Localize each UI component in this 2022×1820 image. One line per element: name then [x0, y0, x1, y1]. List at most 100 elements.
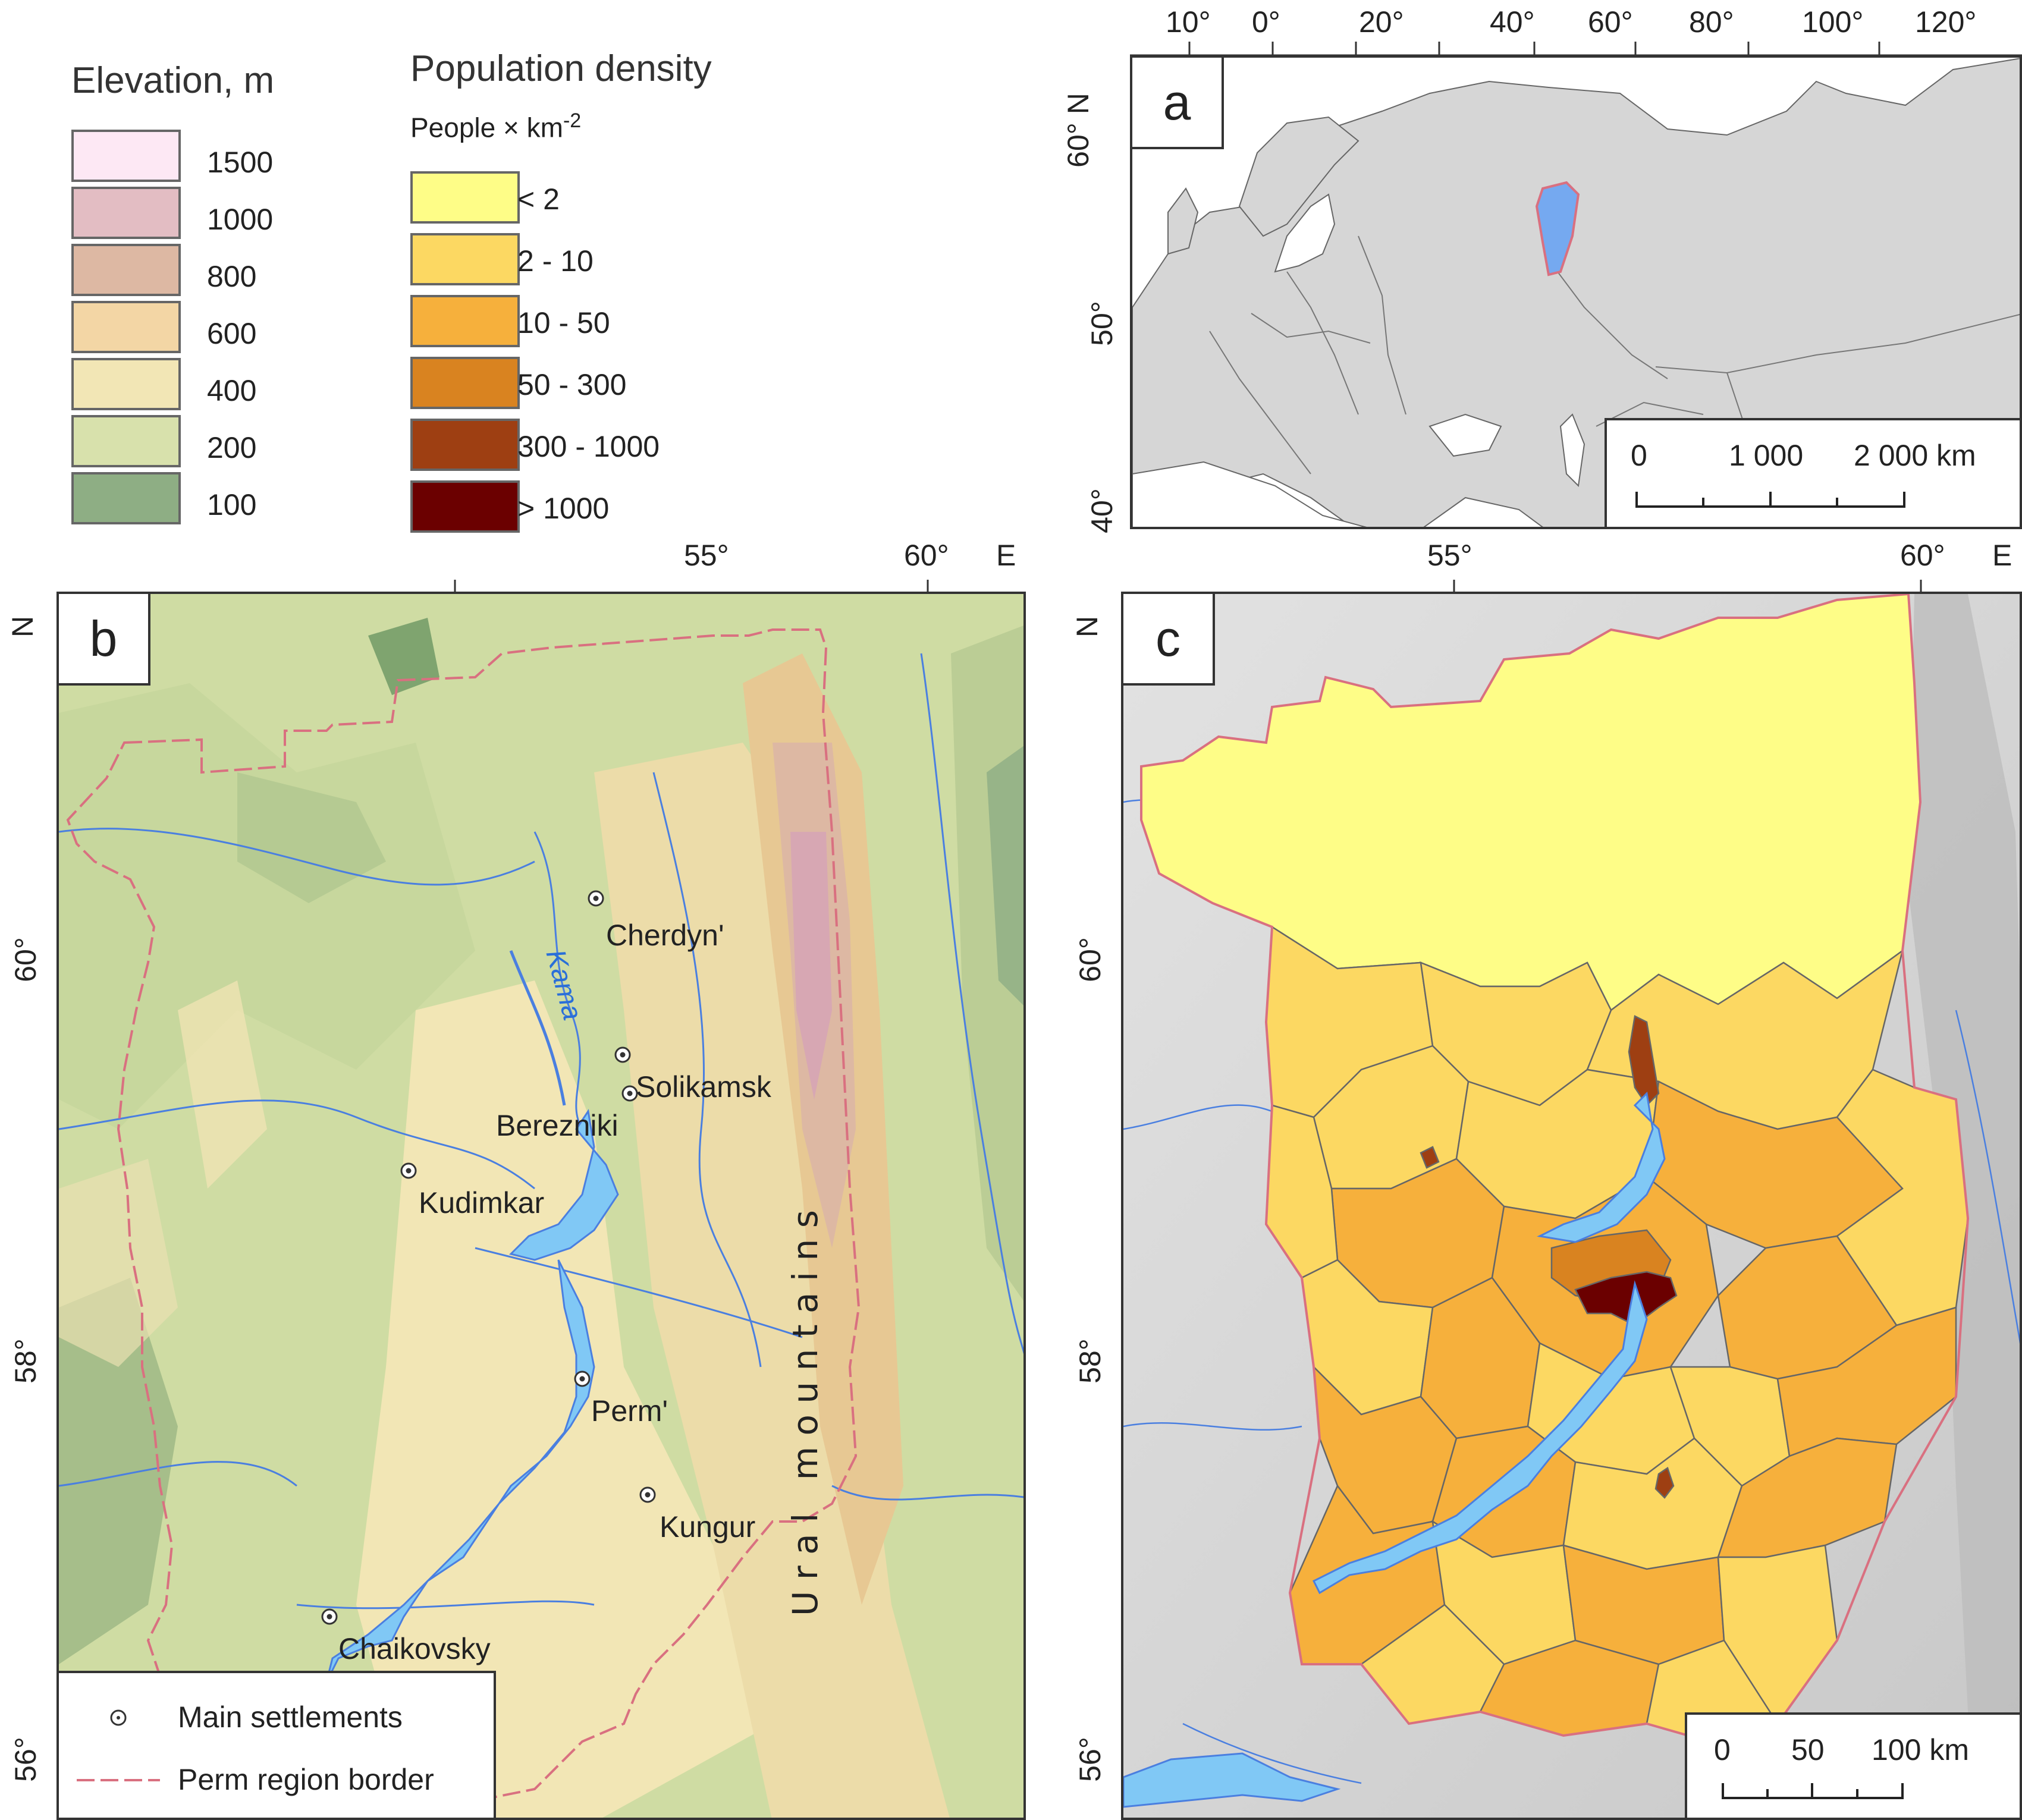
- scale-label: 2 000 km: [1854, 439, 1976, 472]
- panel-b-tick-60: 60°: [904, 539, 949, 572]
- panel-b-top-axis: 55° 60° E: [56, 538, 1026, 595]
- scale-bar-graphic: [1722, 1783, 1904, 1799]
- panel-a-scalebar: 0 1 000 2 000 km: [1605, 418, 2020, 527]
- elevation-label: 1500: [207, 146, 274, 179]
- panel-a-top-axis: 10° 0° 20° 40° 60° 80° 100° 120°: [1130, 0, 2022, 56]
- density-legend-items: < 2 2 - 10 10 - 50 50 - 300 300 - 1000 >…: [410, 171, 827, 534]
- city-kudimkar: Kudimkar: [419, 1186, 545, 1219]
- density-swatch-2-10: [410, 233, 520, 285]
- elevation-layers: [59, 594, 1023, 1818]
- elevation-swatch-100: [71, 472, 181, 524]
- panel-b-legend: Main settlements Perm region border: [59, 1671, 496, 1818]
- panel-c-letter: c: [1123, 594, 1215, 686]
- panel-c-lat-60: 60°: [1073, 937, 1107, 982]
- elevation-label: 200: [207, 431, 257, 464]
- elevation-legend: Elevation, m 1500 1000 800 600 400 200 1…: [71, 59, 339, 535]
- panel-a-tick: 80°: [1689, 5, 1734, 39]
- elevation-label: 1000: [207, 203, 274, 236]
- panel-a-tick: 60°: [1588, 5, 1633, 39]
- mountain-label: U r a l m o u n t a i n s: [785, 1210, 825, 1616]
- elevation-label: 100: [207, 488, 257, 521]
- panel-b-legend-symbols: [77, 1709, 160, 1781]
- panel-c-tick-60: 60°: [1900, 539, 1945, 572]
- scale-label: 1 000: [1729, 439, 1804, 472]
- kama-upper: [509, 950, 566, 1106]
- region-small-town: [1420, 1146, 1440, 1169]
- panel-c-lat-56: 56°: [1073, 1737, 1107, 1782]
- panel-b-left-axis: N 60° 58° 56°: [0, 592, 56, 1820]
- city-berezniki: Berezniki: [496, 1109, 618, 1142]
- elevation-swatch-1500: [71, 130, 181, 182]
- elevation-label: 600: [207, 317, 257, 350]
- panel-b-ticks: [454, 580, 929, 595]
- europe-asia-overview-map: [1132, 58, 2020, 527]
- perm-region-outline-c: [1140, 594, 1970, 1749]
- panel-b-lat-60: 60°: [8, 937, 42, 982]
- density-swatch-300-1000: [410, 419, 520, 471]
- mediterranean: [1132, 461, 1367, 527]
- kama-reservoir-c: [1537, 1091, 1666, 1243]
- kama-reservoir: [509, 1109, 619, 1261]
- elevation-legend-items: 1500 1000 800 600 400 200 100: [71, 130, 339, 534]
- city-solikamsk: Solikamsk: [636, 1070, 771, 1104]
- uk-island: [1167, 187, 1199, 255]
- density-label: 50 - 300: [517, 368, 627, 401]
- panel-a-lat-60: 60° N: [1061, 93, 1095, 168]
- density-legend: Population density People × km-2 < 2 2 -…: [410, 48, 827, 535]
- density-label: < 2: [517, 183, 560, 216]
- elevation-swatch-1000: [71, 187, 181, 239]
- panel-b-tick-e: E: [996, 539, 1016, 572]
- density-label: 10 - 50: [517, 306, 610, 340]
- rivers: [59, 653, 1023, 1610]
- population-density-map: [1123, 594, 2020, 1818]
- legend-main-settlements: Main settlements: [178, 1700, 403, 1734]
- region-perm-core: [1574, 1271, 1678, 1327]
- panel-a-letter: a: [1132, 58, 1224, 149]
- panel-a-map: a 0 1 000 2 000 km: [1130, 55, 2022, 529]
- panel-c-lat-n: N: [1070, 615, 1104, 638]
- panel-a-lat-50: 50°: [1085, 301, 1119, 346]
- panel-b-letter: b: [59, 594, 150, 686]
- settlement-markers: [321, 890, 656, 1625]
- panel-c-map: c 0 50 100 km: [1121, 592, 2022, 1820]
- density-swatch-gt1000: [410, 480, 520, 533]
- region-east: [1836, 1068, 1969, 1327]
- density-legend-title: Population density: [410, 48, 712, 89]
- density-label: 300 - 1000: [517, 430, 660, 463]
- panel-c-tick-55: 55°: [1427, 539, 1472, 572]
- panel-b-map: b Cherdyn' Solikamsk Berezniki Kudimkar …: [56, 592, 1026, 1820]
- density-swatch-10-50: [410, 295, 520, 347]
- panel-a-tick: 40°: [1490, 5, 1535, 39]
- scandinavia: [1238, 116, 1359, 237]
- panel-a-tick: 10°: [1166, 5, 1211, 39]
- elevation-map: [59, 594, 1023, 1818]
- panel-b-lat-n: N: [6, 615, 40, 638]
- panel-b-tick-55: 55°: [684, 539, 729, 572]
- elevation-label: 800: [207, 260, 257, 293]
- panel-c-top-axis: 55° 60° E: [1121, 538, 2022, 595]
- panel-a-tick: 20°: [1359, 5, 1404, 39]
- perm-region-highlight: [1535, 181, 1580, 276]
- kama-river-lower: [325, 1259, 595, 1683]
- panel-a-tick: 120°: [1915, 5, 1977, 39]
- panel-c-left-axis: N 60° 58° 56°: [1065, 592, 1121, 1820]
- baltic-sea: [1274, 193, 1336, 273]
- eurasia-land: [1132, 58, 2020, 527]
- panel-a-lat-40: 40°: [1085, 488, 1119, 533]
- kama-bottom-c: [1123, 1752, 1341, 1808]
- scale-label: 100 km: [1872, 1733, 1969, 1766]
- elevation-swatch-200: [71, 415, 181, 467]
- density-label: 2 - 10: [517, 244, 594, 278]
- density-regions: [1140, 594, 1969, 1749]
- elevation-legend-title: Elevation, m: [71, 60, 275, 101]
- city-kungur: Kungur: [660, 1510, 756, 1544]
- scale-label: 0: [1714, 1733, 1731, 1766]
- density-legend-unit: People × km-2: [410, 109, 581, 143]
- city-perm: Perm': [591, 1394, 668, 1428]
- density-swatch-50-300: [410, 357, 520, 409]
- panel-c-lat-58: 58°: [1073, 1338, 1107, 1384]
- scale-bar-graphic: [1635, 492, 1905, 508]
- panel-c-tick-e: E: [1992, 539, 2012, 572]
- elevation-label: 400: [207, 374, 257, 407]
- density-unit-exponent: -2: [563, 109, 582, 132]
